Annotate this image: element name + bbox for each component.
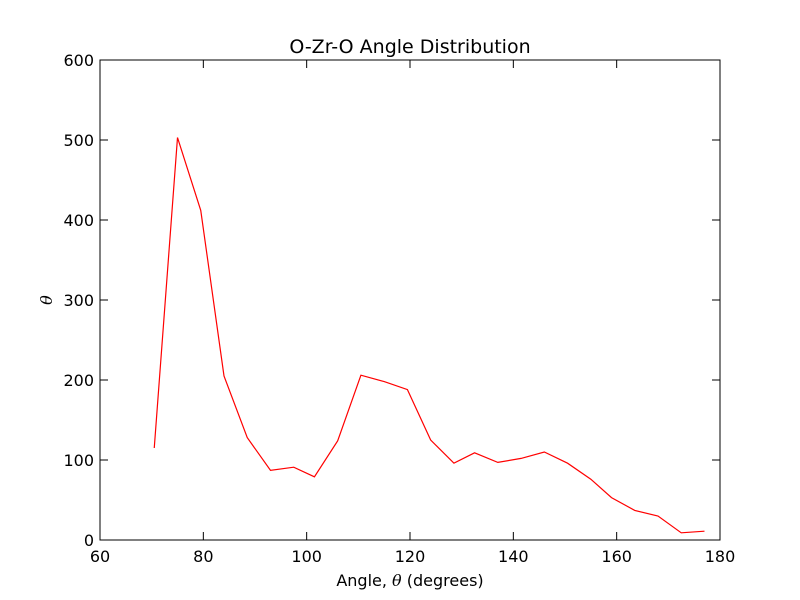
x-tick-label: 160 xyxy=(601,547,632,566)
plot-area xyxy=(153,137,705,534)
y-tick-label: 100 xyxy=(63,451,94,470)
x-tick-label: 100 xyxy=(291,547,322,566)
x-axis-label-prefix: Angle, xyxy=(336,571,392,590)
x-axis-label-suffix: (degrees) xyxy=(402,571,484,590)
y-tick-label: 200 xyxy=(63,371,94,390)
x-axis-ticks: 60 80 100 120 140 160 180 xyxy=(90,60,735,566)
x-axis-label: Angle, θ (degrees) xyxy=(336,571,483,590)
x-axis-label-symbol: θ xyxy=(392,571,402,590)
x-tick-label: 80 xyxy=(193,547,213,566)
y-tick-label: 500 xyxy=(63,131,94,150)
y-tick-label: 400 xyxy=(63,211,94,230)
y-axis-label: θ xyxy=(37,295,56,305)
chart-title: O-Zr-O Angle Distribution xyxy=(289,36,530,58)
series-line xyxy=(153,137,705,534)
x-tick-label: 180 xyxy=(705,547,736,566)
x-tick-label: 60 xyxy=(90,547,110,566)
y-tick-label: 300 xyxy=(63,291,94,310)
y-axis-ticks: 0 100 200 300 400 500 600 xyxy=(63,51,720,550)
y-tick-label: 600 xyxy=(63,51,94,70)
plot-frame xyxy=(99,59,721,541)
x-tick-label: 140 xyxy=(498,547,529,566)
x-tick-label: 120 xyxy=(395,547,426,566)
y-tick-label: 0 xyxy=(84,531,94,550)
